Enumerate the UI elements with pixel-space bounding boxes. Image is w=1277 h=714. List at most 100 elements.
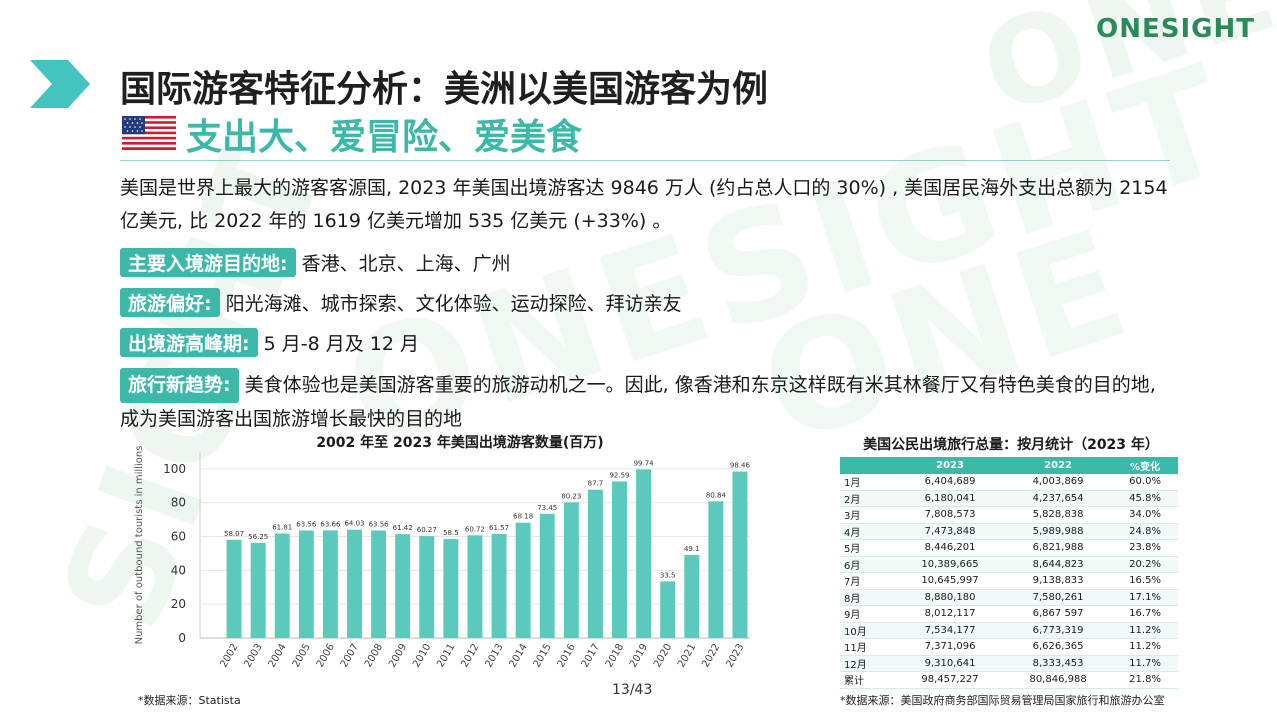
bar [587,489,603,638]
bar [684,554,700,638]
page-number: 13/43 [612,682,653,698]
data-label: 33.5 [660,571,676,579]
data-label: 87.7 [588,480,604,488]
table-cell: 10,645,997 [896,572,1005,590]
table-column-header: 2023 [896,457,1005,474]
table-row: 1月 6,404,689 4,003,869 60.0% [840,474,1178,491]
table-row: 7月 10,645,997 9,138,833 16.5% [840,572,1178,590]
bar [371,530,387,638]
fact-trend: 旅行新趋势: 美食体验也是美国游客重要的旅游动机之一。因此, 像香港和东京这样既有… [120,368,1180,436]
table-row: 3月 7,808,573 5,828,838 34.0% [840,506,1178,524]
x-tick-label: 2006 [315,642,337,670]
page-subtitle: 支出大、爱冒险、爱美食 [186,117,583,158]
data-label: 73.45 [537,504,557,512]
data-label: 61.81 [272,523,292,531]
table-cell: 11.2% [1112,622,1178,639]
x-tick-label: 2018 [604,642,626,670]
table-cell: 6,626,365 [1004,638,1113,656]
table-row: 6月 10,389,665 8,644,823 20.2% [840,556,1178,573]
table-cell: 8,446,201 [896,539,1005,557]
bar [419,536,435,638]
table-cell: 6,404,689 [896,474,1005,491]
x-tick-label: 2019 [628,642,650,670]
table-cell: 11月 [840,638,896,656]
bar-chart: 0 20 40 60 80 100 Number of outbound tourists … [134,446,751,670]
fact-value: 阳光海滩、城市探索、文化体验、运动探险、拜访亲友 [225,293,682,315]
table-cell: 12月 [840,655,896,672]
x-tick-label: 2007 [339,642,361,670]
table-row: 12月 9,310,641 8,333,453 11.7% [840,655,1178,672]
table-cell: 24.8% [1112,523,1178,540]
table-cell: 6,867 597 [1004,605,1113,623]
bar [491,533,507,638]
y-tick-label: 40 [171,563,186,577]
data-label: 58.5 [443,529,459,537]
data-label: 63.66 [320,520,341,528]
us-flag-icon [122,116,176,150]
table-cell: 7月 [840,572,896,590]
bar [274,533,290,638]
table-cell: 累计 [840,671,896,689]
table-cell: 5月 [840,539,896,557]
table-column-header: %变化 [1112,457,1178,474]
fact-value: 5 月-8 月及 12 月 [263,333,419,355]
data-label: 92.59 [609,471,629,479]
fact-label: 旅行新趋势: [120,368,239,403]
table-row: 5月 8,446,201 6,821,988 23.8% [840,539,1178,557]
bar [443,539,459,638]
table-row: 累计 98,457,227 80,846,988 21.8% [840,671,1178,689]
y-tick-label: 80 [171,496,186,510]
table-cell: 4,003,869 [1004,474,1113,491]
table-cell: 8,333,453 [1004,655,1113,672]
bar [347,529,362,638]
table-cell: 98,457,227 [896,671,1005,689]
divider [120,160,1170,161]
y-tick-label: 100 [163,462,186,476]
table-cell: 45.8% [1112,490,1178,507]
table-cell: 1月 [840,474,896,491]
fact-label: 旅游偏好: [120,288,220,317]
x-tick-label: 2002 [218,642,240,670]
y-axis-label: Number of outbound tourists in millions [134,446,145,645]
x-tick-label: 2012 [459,642,481,670]
data-label: 80.84 [706,491,727,499]
table-cell: 5,828,838 [1004,506,1113,524]
data-label: 49.1 [684,545,700,553]
x-tick-label: 2014 [507,642,529,670]
chart-title: 2002 年至 2023 年美国出境游客数量(百万) [316,435,604,451]
table-cell: 16.7% [1112,605,1178,623]
table-cell: 6月 [840,556,896,573]
fact-preferences: 旅游偏好: 阳光海滩、城市探索、文化体验、运动探险、拜访亲友 [120,288,682,317]
data-label: 68.18 [513,513,533,521]
table-cell: 8,644,823 [1004,556,1113,573]
data-label: 63.56 [369,521,390,529]
data-label: 64.03 [344,520,364,528]
x-tick-label: 2021 [676,642,698,670]
bar [250,542,266,638]
table-cell: 8,880,180 [896,589,1005,606]
bar [467,535,483,638]
chevron-icon [30,60,90,108]
table-cell: 4月 [840,523,896,540]
table-cell: 23.8% [1112,539,1178,557]
x-tick-label: 2009 [387,642,409,670]
table-cell: 10,389,665 [896,556,1005,573]
table-cell: 60.0% [1112,474,1178,491]
x-tick-label: 2016 [556,642,578,670]
data-label: 63.56 [296,521,317,529]
table-row: 11月 7,371,096 6,626,365 11.2% [840,638,1178,656]
fact-value: 美食体验也是美国游客重要的旅游动机之一。因此, 像香港和东京这样既有米其林餐厅又… [120,374,1156,430]
x-tick-label: 2013 [483,642,505,670]
data-label: 60.27 [417,526,437,534]
table-cell: 21.8% [1112,671,1178,689]
chart-source: *数据来源：Statista [138,694,241,707]
table-source: *数据来源：美国政府商务部国际贸易管理局国家旅行和旅游办公室 [840,694,1165,707]
x-tick-label: 2011 [435,642,457,670]
table-row: 2月 6,180,041 4,237,654 45.8% [840,490,1178,507]
table-cell: 80,846,988 [1004,671,1113,689]
table-column-header [840,457,896,474]
table-header-row: 2023 2022 %变化 [840,457,1178,474]
x-tick-label: 2004 [267,642,289,670]
fact-value: 香港、北京、上海、广州 [301,253,511,275]
logo-text: ONESIGHT [1096,14,1255,44]
